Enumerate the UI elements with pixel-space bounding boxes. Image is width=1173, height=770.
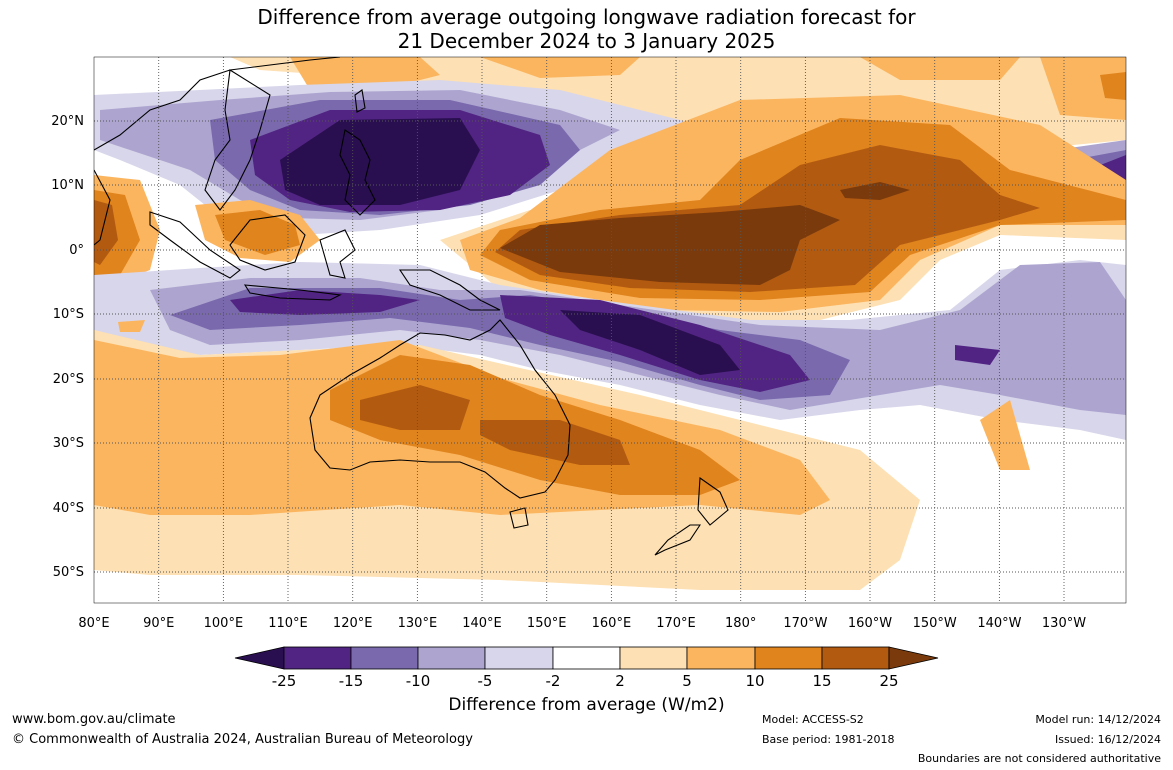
lat-label: 10°S xyxy=(53,307,84,322)
colorbar-swatch xyxy=(552,646,621,670)
anomaly-region xyxy=(118,320,145,332)
lon-label: 170°W xyxy=(783,616,827,631)
coastline-new-zealand-south xyxy=(654,524,702,556)
colorbar-tick: 25 xyxy=(879,672,898,690)
lat-label: 0° xyxy=(69,243,84,258)
anomaly-region xyxy=(560,310,740,375)
colorbar-swatch xyxy=(484,646,554,670)
lon-label: 160°W xyxy=(848,616,892,631)
lat-label: 10°N xyxy=(51,178,84,193)
anomaly-region xyxy=(360,385,470,430)
lon-label: 80°E xyxy=(78,616,109,631)
anomaly-region xyxy=(1100,72,1126,100)
coastline-taiwan xyxy=(354,89,366,113)
colorbar-tick: 2 xyxy=(615,672,625,690)
coastline-tasmania xyxy=(509,507,529,529)
anomaly-region xyxy=(280,118,480,205)
lon-label: 180° xyxy=(725,616,756,631)
coastline-sumatra xyxy=(149,211,241,279)
footer-base-period: Base period: 1981-2018 xyxy=(762,733,895,746)
lat-label: 20°S xyxy=(53,372,84,387)
lon-label: 140°W xyxy=(977,616,1021,631)
lat-label: 20°N xyxy=(51,114,84,129)
coastline-new-zealand-north xyxy=(697,476,729,526)
lon-label: 110°E xyxy=(268,616,308,631)
anomaly-region xyxy=(1040,57,1126,120)
lat-label: 50°S xyxy=(53,565,84,580)
footer-issued: Issued: 16/12/2024 xyxy=(1054,733,1161,746)
colorbar-swatch xyxy=(283,646,352,670)
lon-label: 90°E xyxy=(143,616,174,631)
map-frame xyxy=(93,56,1127,604)
anomaly-region xyxy=(955,345,1000,365)
colorbar-swatch xyxy=(417,646,486,670)
anomaly-region xyxy=(860,57,1020,80)
lat-label: 30°S xyxy=(53,436,84,451)
colorbar-swatch xyxy=(619,646,688,670)
lon-label: 150°E xyxy=(527,616,567,631)
coastline-philippines xyxy=(339,129,376,216)
footer-copyright: © Commonwealth of Australia 2024, Austra… xyxy=(12,732,473,747)
coastline-new-guinea xyxy=(398,269,501,311)
footer-model: Model: ACCESS-S2 xyxy=(762,713,864,726)
anomaly-region xyxy=(480,57,640,78)
lon-label: 150°W xyxy=(913,616,957,631)
lon-axis: 80°E 90°E 100°E 110°E 120°E 130°E 140°E … xyxy=(78,616,1086,631)
anomaly-region xyxy=(480,420,630,465)
anomaly-region xyxy=(500,205,840,285)
colorbar xyxy=(234,646,939,670)
lon-label: 120°E xyxy=(333,616,373,631)
chart-title-line2: 21 December 2024 to 3 January 2025 xyxy=(397,29,776,53)
colorbar-extend-high xyxy=(888,646,939,670)
lon-label: 130°W xyxy=(1042,616,1086,631)
colorbar-swatch xyxy=(821,646,890,670)
lon-label: 130°E xyxy=(398,616,438,631)
anomaly-region xyxy=(215,210,300,255)
footer-disclaimer: Boundaries are not considered authoritat… xyxy=(917,752,1161,765)
coastline-australia xyxy=(309,319,571,499)
lat-label: 40°S xyxy=(53,501,84,516)
colorbar-tick: -10 xyxy=(406,672,431,690)
anomaly-region xyxy=(840,182,910,200)
colorbar-title: Difference from average (W/m2) xyxy=(448,695,725,715)
lon-label: 160°E xyxy=(592,616,632,631)
lon-label: 100°E xyxy=(204,616,244,631)
footer-website[interactable]: www.bom.gov.au/climate xyxy=(12,712,176,727)
coastline-indochina xyxy=(204,69,271,211)
map-field xyxy=(94,57,1126,603)
colorbar-swatch xyxy=(350,646,419,670)
coastline-india xyxy=(94,169,111,246)
colorbar-ticks: -25 -15 -10 -5 -2 2 5 10 15 25 xyxy=(272,672,899,690)
coastline-sulawesi xyxy=(319,229,356,279)
colorbar-swatch xyxy=(686,646,756,670)
anomaly-region xyxy=(94,200,118,265)
lat-axis: 20°N 10°N 0° 10°S 20°S 30°S 40°S 50°S xyxy=(51,114,84,580)
colorbar-extend-low xyxy=(234,646,285,670)
colorbar-tick: -15 xyxy=(339,672,364,690)
anomaly-region xyxy=(230,290,420,315)
coastlines xyxy=(94,57,729,556)
coastline-asia xyxy=(94,57,341,151)
coastline-borneo xyxy=(229,214,306,271)
colorbar-tick: -2 xyxy=(546,672,561,690)
footer-model-run: Model run: 14/12/2024 xyxy=(1035,713,1161,726)
lon-label: 140°E xyxy=(462,616,502,631)
colorbar-swatch xyxy=(754,646,823,670)
colorbar-tick: 15 xyxy=(812,672,831,690)
colorbar-tick: -5 xyxy=(478,672,493,690)
anomaly-region xyxy=(980,400,1030,470)
chart-title-line1: Difference from average outgoing longwav… xyxy=(257,5,916,29)
gridlines xyxy=(94,57,1126,603)
colorbar-tick: 10 xyxy=(745,672,764,690)
coastline-java xyxy=(243,284,342,301)
colorbar-tick: -25 xyxy=(272,672,297,690)
lon-label: 170°E xyxy=(656,616,696,631)
colorbar-tick: 5 xyxy=(682,672,692,690)
